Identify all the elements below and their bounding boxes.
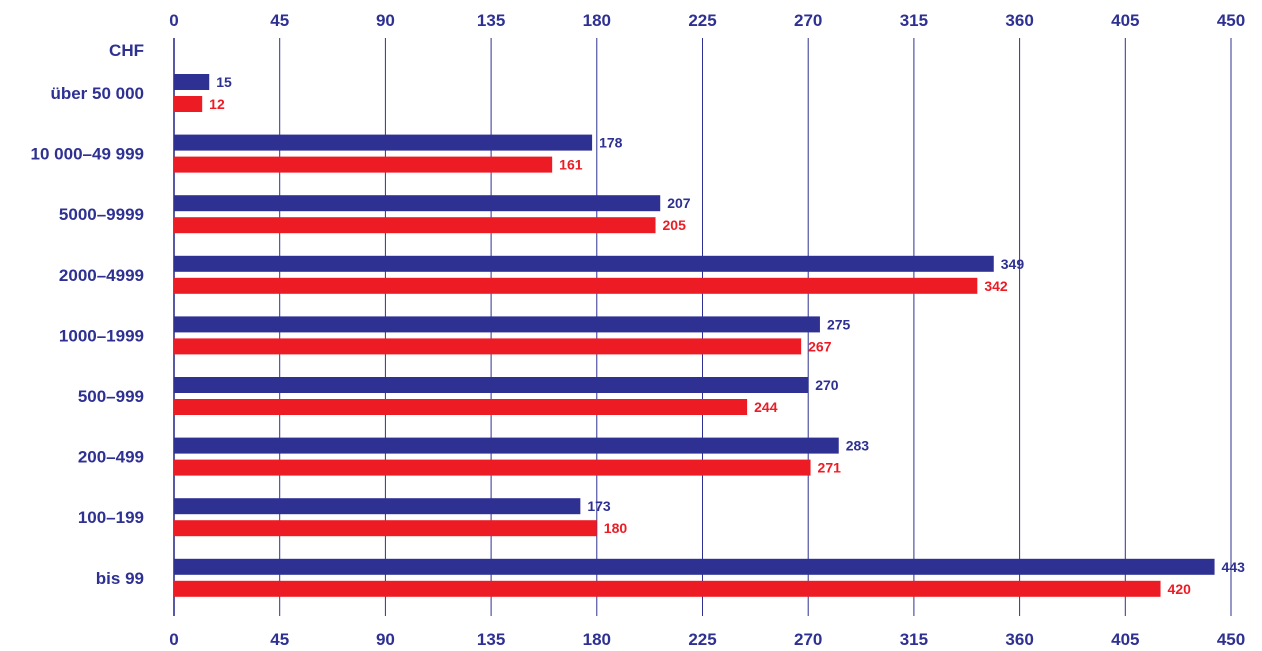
x-tick-top-135: 135 [477,11,505,30]
bars [174,74,1215,597]
value-label-series-2-3: 342 [984,278,1008,294]
bar-series-1-6 [174,437,839,454]
bar-series-2-5 [174,399,748,415]
category-label: 1000–1999 [59,326,144,345]
x-tick-bottom-225: 225 [688,630,716,649]
x-tick-top-360: 360 [1005,11,1033,30]
category-label: 100–199 [78,508,144,527]
value-label-series-2-8: 420 [1168,581,1192,597]
bar-series-1-4 [174,316,820,333]
x-tick-bottom-315: 315 [900,630,928,649]
bar-series-2-2 [174,217,656,234]
value-label-series-1-6: 283 [846,438,870,454]
bar-series-1-8 [174,558,1215,575]
x-tick-top-450: 450 [1217,11,1245,30]
x-tick-top-405: 405 [1111,11,1139,30]
x-tick-bottom-45: 45 [270,630,289,649]
category-label: 10 000–49 999 [31,145,144,164]
x-tick-bottom-405: 405 [1111,630,1139,649]
unit-label: CHF [109,41,144,60]
value-label-series-2-7: 180 [604,520,628,536]
value-label-series-1-1: 178 [599,135,623,151]
x-tick-top-270: 270 [794,11,822,30]
category-label: bis 99 [96,569,144,588]
x-tick-bottom-0: 0 [169,630,178,649]
bar-series-1-1 [174,134,593,151]
x-tick-top-315: 315 [900,11,928,30]
value-label-series-1-7: 173 [587,498,611,514]
bar-series-2-4 [174,338,802,355]
category-label: 200–499 [78,448,144,467]
value-label-series-1-2: 207 [667,195,691,211]
x-tick-bottom-270: 270 [794,630,822,649]
value-label-series-1-8: 443 [1222,559,1246,575]
bar-series-1-3 [174,255,994,272]
x-tick-bottom-90: 90 [376,630,395,649]
labels: 0 0 45 45 90 90 135 135 180 180 225 225 270 270 315 315… [31,11,1246,649]
bar-series-1-7 [174,498,581,515]
x-tick-top-45: 45 [270,11,289,30]
x-tick-top-225: 225 [688,11,716,30]
category-label: 500–999 [78,387,144,406]
bar-series-1-5 [174,377,809,393]
x-tick-bottom-135: 135 [477,630,505,649]
value-label-series-2-1: 161 [559,157,583,173]
bar-series-2-1 [174,156,553,173]
category-label: 5000–9999 [59,205,144,224]
value-label-series-2-2: 205 [663,217,687,233]
x-tick-top-0: 0 [169,11,178,30]
bar-series-2-8 [174,580,1161,597]
value-label-series-1-0: 15 [216,74,232,90]
bar-series-2-7 [174,520,597,537]
x-tick-top-180: 180 [583,11,611,30]
value-label-series-1-4: 275 [827,316,851,332]
category-label: über 50 000 [50,84,144,103]
x-tick-bottom-450: 450 [1217,630,1245,649]
category-label: 2000–4999 [59,266,144,285]
value-label-series-2-6: 271 [818,460,842,476]
bar-series-1-0 [174,74,210,90]
x-tick-top-90: 90 [376,11,395,30]
value-label-series-2-5: 244 [754,399,778,415]
bar-series-2-3 [174,277,978,294]
value-label-series-1-3: 349 [1001,256,1025,272]
bar-series-1-2 [174,195,661,212]
x-tick-bottom-180: 180 [583,630,611,649]
x-tick-bottom-360: 360 [1005,630,1033,649]
value-label-series-1-5: 270 [815,377,839,393]
bar-series-2-0 [174,96,203,112]
bar-series-2-6 [174,459,811,476]
value-label-series-2-0: 12 [209,96,225,112]
value-label-series-2-4: 267 [808,338,832,354]
